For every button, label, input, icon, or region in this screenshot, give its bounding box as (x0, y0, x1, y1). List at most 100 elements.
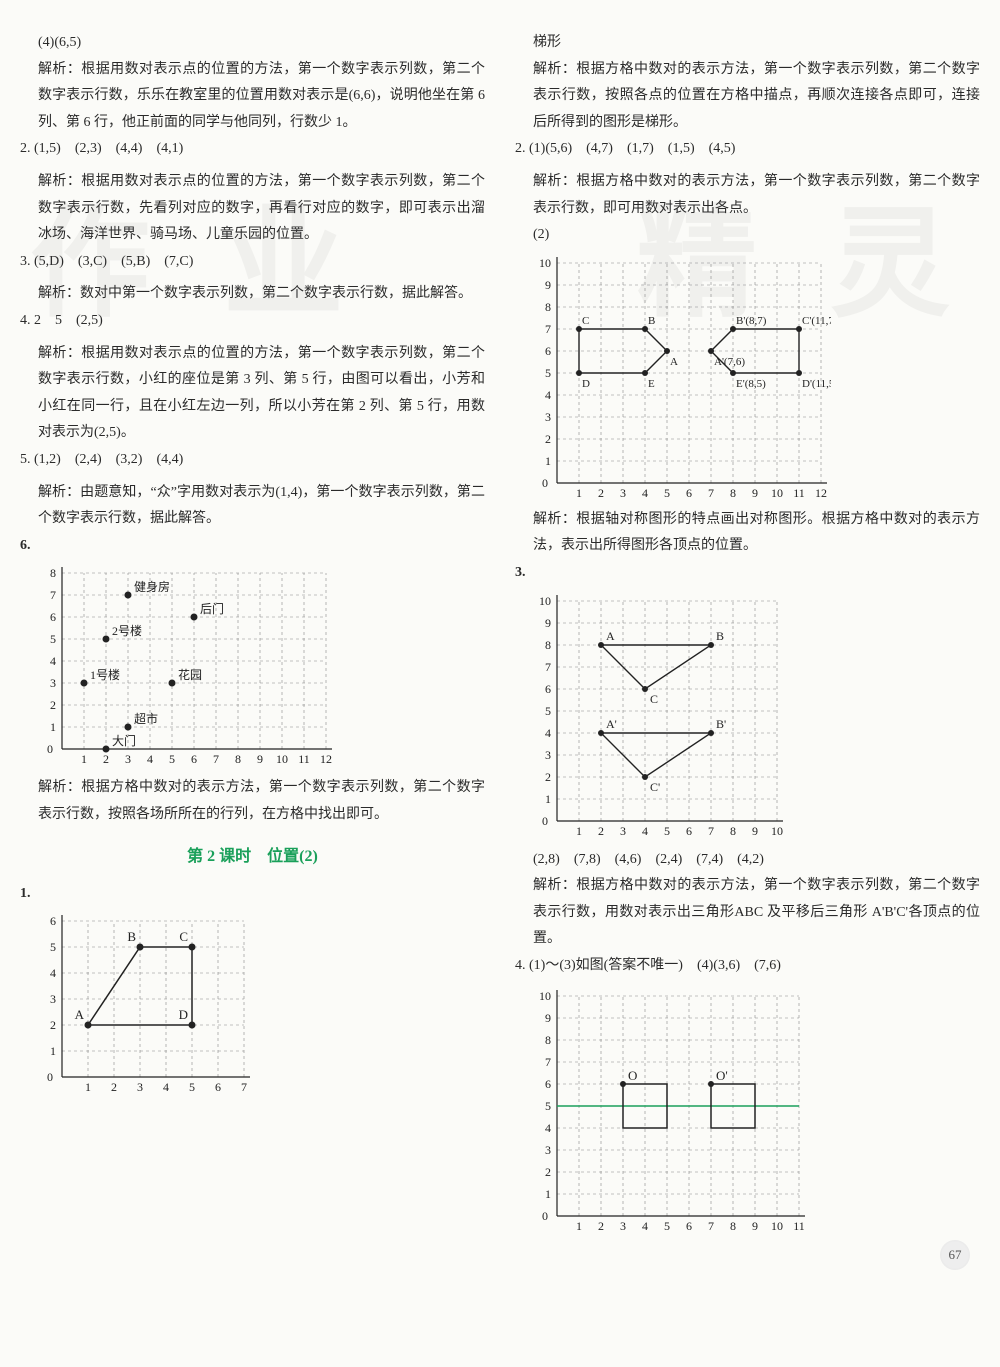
chart-r2: 012345678910111212345678910ABCDEA'(7,6)B… (533, 253, 980, 503)
svg-text:8: 8 (50, 566, 56, 580)
svg-text:1: 1 (50, 1044, 56, 1058)
q2-explanation: 解析：根据用数对表示点的位置的方法，第一个数字表示列数，第二个数字表示行数，先看… (20, 169, 485, 249)
svg-text:1: 1 (50, 720, 56, 734)
svg-text:11: 11 (793, 1219, 805, 1233)
sec2-q1: 1. 01234567123456ABCD (20, 881, 485, 1098)
svg-text:12: 12 (320, 752, 332, 766)
svg-text:9: 9 (752, 486, 758, 500)
q3-explanation: 解析：数对中第一个数字表示列数，第二个数字表示行数，据此解答。 (20, 281, 485, 308)
svg-text:3: 3 (137, 1080, 143, 1094)
svg-text:2: 2 (545, 432, 551, 446)
svg-text:9: 9 (752, 824, 758, 838)
svg-text:7: 7 (545, 660, 551, 674)
svg-text:7: 7 (545, 322, 551, 336)
svg-text:5: 5 (545, 704, 551, 718)
svg-text:11: 11 (298, 752, 310, 766)
svg-text:D: D (179, 1007, 188, 1022)
svg-text:4: 4 (642, 1219, 648, 1233)
svg-text:1: 1 (545, 454, 551, 468)
svg-text:B: B (127, 929, 136, 944)
svg-text:10: 10 (539, 989, 551, 1003)
chart-sec2-q1-svg: 01234567123456ABCD (38, 911, 254, 1097)
right-column: 梯形 解析：根据方格中数对的表示方法，第一个数字表示列数，第二个数字表示行数，按… (515, 30, 980, 1240)
svg-text:4: 4 (545, 388, 551, 402)
svg-text:0: 0 (47, 1070, 53, 1084)
svg-text:0: 0 (542, 814, 548, 828)
r2-answer: 2. (1)(5,6) (4,7) (1,7) (1,5) (4,5) (515, 136, 980, 163)
svg-text:A': A' (606, 717, 617, 731)
svg-text:7: 7 (50, 588, 56, 602)
svg-text:10: 10 (771, 824, 783, 838)
r3-explanation: 解析：根据方格中数对的表示方法，第一个数字表示列数，第二个数字表示行数，用数对表… (515, 873, 980, 953)
q6-number: 6. (20, 538, 31, 553)
svg-text:3: 3 (620, 486, 626, 500)
svg-text:5: 5 (664, 1219, 670, 1233)
svg-text:后门: 后门 (200, 601, 224, 616)
svg-text:6: 6 (545, 344, 551, 358)
svg-text:C: C (650, 692, 658, 706)
page-content: 作 业 精 灵 (4)(6,5) 解析：根据用数对表示点的位置的方法，第一个数字… (20, 30, 980, 1240)
svg-text:B'(8,7): B'(8,7) (736, 315, 767, 327)
svg-text:4: 4 (545, 726, 551, 740)
svg-text:健身房: 健身房 (134, 579, 170, 594)
svg-text:A: A (75, 1007, 85, 1022)
svg-text:2: 2 (111, 1080, 117, 1094)
svg-text:E: E (648, 378, 655, 390)
q4-answer: 4. 2 5 (2,5) (20, 308, 485, 335)
chart-r3: 01234567891012345678910ABCA'B'C' (533, 591, 980, 841)
svg-text:1: 1 (81, 752, 87, 766)
r2-explanation: 解析：根据方格中数对的表示方法，第一个数字表示列数，第二个数字表示行数，即可用数… (515, 169, 980, 222)
svg-text:9: 9 (545, 616, 551, 630)
svg-text:8: 8 (545, 300, 551, 314)
svg-text:6: 6 (191, 752, 197, 766)
chart-r4: 0123456789101112345678910OO' (533, 986, 980, 1236)
svg-text:超市: 超市 (134, 711, 158, 726)
svg-text:2: 2 (545, 770, 551, 784)
svg-text:8: 8 (730, 824, 736, 838)
svg-text:2: 2 (598, 1219, 604, 1233)
svg-text:7: 7 (241, 1080, 247, 1094)
svg-text:5: 5 (50, 632, 56, 646)
svg-text:0: 0 (542, 1209, 548, 1223)
svg-text:4: 4 (50, 654, 56, 668)
svg-text:9: 9 (545, 278, 551, 292)
svg-text:6: 6 (50, 914, 56, 928)
svg-text:B': B' (716, 717, 726, 731)
svg-text:6: 6 (50, 610, 56, 624)
svg-text:3: 3 (50, 676, 56, 690)
r4-answer: 4. (1)～(3)如图(答案不唯一) (4)(3,6) (7,6) (515, 953, 980, 980)
svg-text:5: 5 (664, 824, 670, 838)
svg-text:C'(11,7): C'(11,7) (802, 315, 831, 327)
svg-text:6: 6 (215, 1080, 221, 1094)
svg-text:2: 2 (598, 824, 604, 838)
q6-explanation: 解析：根据方格中数对的表示方法，第一个数字表示列数，第二个数字表示行数，按照各场… (20, 775, 485, 828)
svg-text:10: 10 (771, 1219, 783, 1233)
q1-sub4: (4)(6,5) (20, 30, 485, 57)
svg-text:A'(7,6): A'(7,6) (714, 356, 745, 368)
svg-text:5: 5 (545, 366, 551, 380)
r2-sub2: (2) (515, 222, 980, 249)
svg-text:10: 10 (539, 594, 551, 608)
svg-text:7: 7 (708, 486, 714, 500)
svg-text:8: 8 (545, 1033, 551, 1047)
chart-r2-svg: 012345678910111212345678910ABCDEA'(7,6)B… (533, 253, 831, 503)
svg-text:6: 6 (686, 486, 692, 500)
svg-text:5: 5 (50, 940, 56, 954)
svg-text:1: 1 (545, 792, 551, 806)
svg-text:9: 9 (752, 1219, 758, 1233)
svg-text:6: 6 (686, 1219, 692, 1233)
svg-text:0: 0 (47, 742, 53, 756)
svg-text:C: C (179, 929, 188, 944)
svg-text:8: 8 (235, 752, 241, 766)
r1-head: 梯形 (515, 30, 980, 57)
svg-text:3: 3 (545, 1143, 551, 1157)
svg-text:B: B (716, 629, 724, 643)
svg-text:1: 1 (85, 1080, 91, 1094)
svg-text:A: A (670, 356, 678, 368)
svg-text:O': O' (716, 1068, 728, 1083)
svg-text:10: 10 (771, 486, 783, 500)
svg-text:花园: 花园 (178, 667, 202, 682)
svg-text:10: 10 (276, 752, 288, 766)
svg-text:3: 3 (545, 410, 551, 424)
chart-q6-svg: 012345678910111212345678大门超市1号楼2号楼花园健身房后… (38, 563, 336, 769)
